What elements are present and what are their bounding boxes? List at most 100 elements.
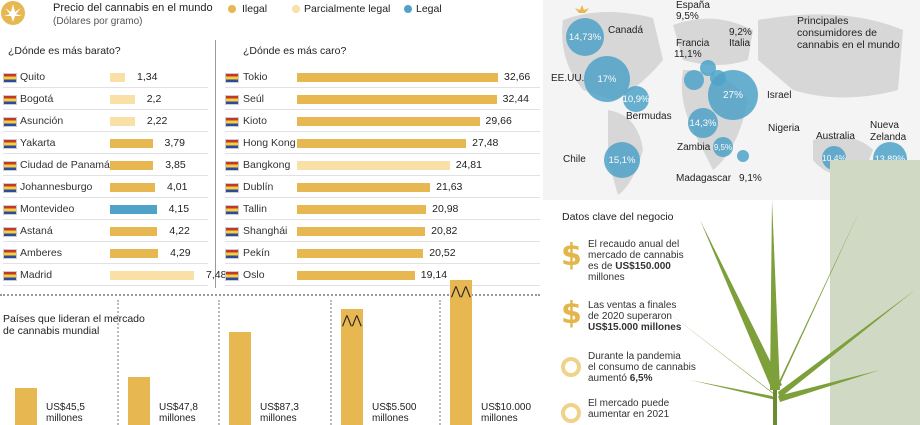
label-france-pct: 11,1% — [674, 49, 702, 60]
city-label: Astaná — [20, 225, 53, 237]
city-label: Hong Kong — [243, 137, 296, 149]
dollar-sign-icon: $ — [561, 238, 582, 273]
city-label: Oslo — [243, 269, 265, 281]
city-label: Montevideo — [20, 203, 75, 215]
leaders-heading-line2: de cannabis mundial — [3, 325, 100, 337]
row-divider — [3, 109, 208, 110]
flag-icon — [3, 205, 17, 215]
price-value: 2,22 — [146, 115, 168, 127]
market-bar — [15, 388, 37, 425]
city-label: Shanghái — [243, 225, 288, 237]
row-divider — [3, 197, 208, 198]
row-divider — [3, 153, 208, 154]
bubble-france — [684, 70, 704, 90]
price-value: 3,85 — [165, 159, 186, 171]
flag-icon — [225, 117, 239, 127]
row-divider — [225, 219, 540, 220]
market-bar — [229, 332, 251, 425]
market-bar — [450, 280, 472, 425]
bubble-bermudas: 10,9% — [623, 86, 649, 112]
city-label: Bangkong — [243, 159, 291, 171]
flag-icon — [3, 139, 17, 149]
price-bar — [110, 117, 135, 126]
price-bar — [297, 161, 450, 170]
axis-break-icon: ⋀⋀ — [342, 313, 362, 327]
market-bar — [341, 309, 363, 425]
label-italy-pct: 9,2% — [729, 27, 752, 38]
cheap-heading: ¿Dónde es más barato? — [8, 45, 121, 57]
label-nigeria: Nigeria — [768, 123, 800, 134]
label-spain-pct: 9,5% — [676, 11, 699, 22]
city-label: Asunción — [20, 115, 64, 127]
row-divider — [225, 285, 540, 286]
city-label: Tallin — [243, 203, 267, 215]
city-label: Dublín — [243, 181, 274, 193]
price-bar — [110, 205, 157, 214]
market-value-label: US$5.500 millones — [372, 402, 417, 424]
column-separator — [117, 300, 119, 425]
keydata-item-1: El recaudo anual del mercado de cannabis… — [588, 239, 684, 283]
price-bar — [297, 95, 497, 104]
price-bar — [297, 117, 480, 126]
price-bar — [110, 249, 159, 258]
row-divider — [3, 131, 208, 132]
price-value: 19,14 — [420, 269, 448, 281]
flag-icon — [225, 249, 239, 259]
cannabis-leaf-logo-icon — [0, 0, 26, 26]
row-divider — [3, 263, 208, 264]
map-logo-icon — [575, 0, 589, 13]
flag-icon — [3, 161, 17, 171]
ring-icon — [561, 403, 581, 423]
price-bar — [110, 227, 158, 236]
map-title-line1: Principales — [797, 15, 849, 27]
legend-illegal-label: Ilegal — [242, 3, 268, 15]
city-label: Seúl — [243, 93, 265, 105]
row-divider — [3, 219, 208, 220]
flag-icon — [225, 271, 239, 281]
price-value: 4,01 — [167, 181, 188, 193]
label-madagascar-pct: 9,1% — [739, 173, 762, 184]
flag-icon — [225, 95, 239, 105]
price-bar — [110, 73, 126, 82]
flag-icon — [225, 183, 239, 193]
price-value: 21,63 — [436, 181, 463, 193]
price-value: 1,34 — [137, 71, 158, 83]
header-title: Precio del cannabis en el mundo — [53, 2, 213, 14]
label-chile: Chile — [563, 154, 586, 165]
bottom-divider — [0, 294, 540, 296]
price-value: 4,29 — [170, 247, 191, 259]
row-divider — [225, 153, 540, 154]
price-bar — [297, 249, 424, 258]
price-bar — [297, 183, 431, 192]
market-value-label: US$45,5 millones — [46, 402, 85, 424]
map-title-line3: cannabis en el mundo — [797, 39, 900, 51]
row-divider — [3, 87, 208, 88]
map-title-line2: consumidores de — [797, 27, 877, 39]
dollar-sign-icon: $ — [561, 296, 582, 331]
bubble-nigeria: 14,3% — [688, 108, 718, 138]
bubble-madagascar — [737, 150, 749, 162]
flag-icon — [3, 117, 17, 127]
price-bar — [297, 73, 498, 82]
label-spain: España — [676, 0, 710, 11]
flag-icon — [3, 227, 17, 237]
row-divider — [3, 241, 208, 242]
price-value: 20,82 — [431, 225, 458, 237]
flag-icon — [3, 183, 17, 193]
bubble-israel: 27% — [708, 70, 758, 120]
city-label: Kioto — [243, 115, 267, 127]
price-bar — [297, 271, 415, 280]
flag-icon — [3, 271, 17, 281]
city-label: Amberes — [20, 247, 63, 259]
price-bar — [110, 161, 154, 170]
price-value: 20,52 — [429, 247, 456, 259]
price-value: 4,22 — [169, 225, 190, 237]
price-bar — [110, 183, 156, 192]
city-label: Yakarta — [20, 137, 56, 149]
label-new-zealand: Nueva Zelanda — [870, 120, 907, 143]
city-label: Madrid — [20, 269, 53, 281]
label-bermudas: Bermudas — [626, 111, 672, 122]
price-value: 3,79 — [164, 137, 185, 149]
price-value: 4,15 — [168, 203, 190, 215]
keydata-item-3: Durante la pandemia el consumo de cannab… — [588, 351, 696, 384]
